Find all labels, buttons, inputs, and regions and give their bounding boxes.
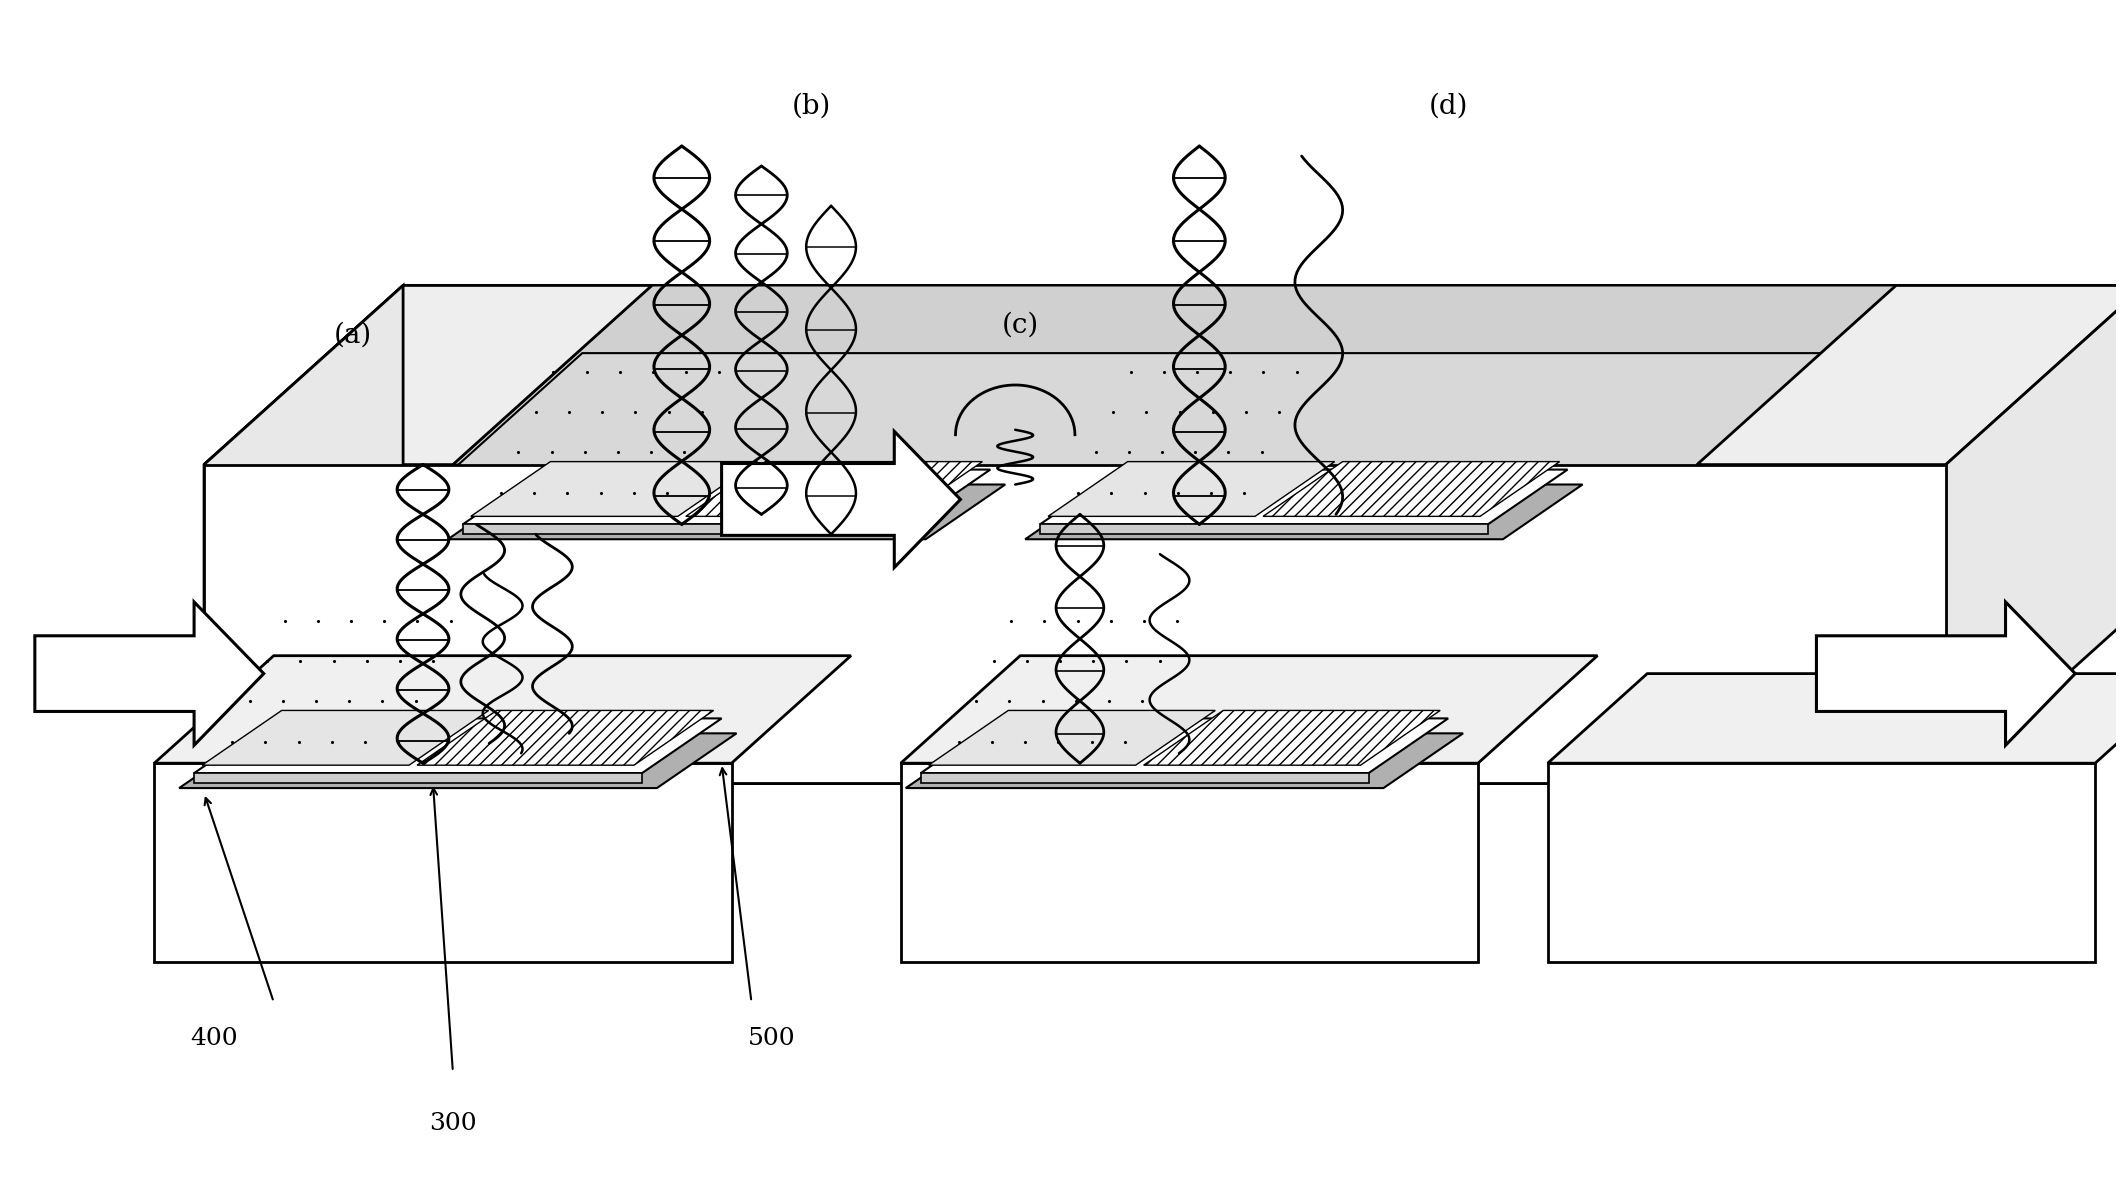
Polygon shape — [1945, 285, 2121, 783]
Polygon shape — [454, 285, 1896, 464]
Polygon shape — [462, 470, 991, 525]
Polygon shape — [1039, 470, 1567, 525]
Text: (c): (c) — [1001, 311, 1039, 339]
Polygon shape — [418, 710, 713, 765]
Polygon shape — [204, 285, 403, 783]
Text: (b): (b) — [791, 92, 831, 120]
Polygon shape — [1816, 601, 2074, 745]
Text: 500: 500 — [747, 1027, 795, 1050]
Polygon shape — [454, 353, 1826, 470]
Text: 400: 400 — [191, 1027, 238, 1050]
Polygon shape — [921, 719, 1449, 773]
Polygon shape — [1039, 525, 1489, 534]
Polygon shape — [155, 764, 732, 963]
Polygon shape — [901, 656, 1597, 764]
Polygon shape — [178, 733, 736, 789]
Polygon shape — [34, 601, 263, 745]
Polygon shape — [195, 773, 643, 783]
Polygon shape — [204, 285, 2121, 464]
Polygon shape — [1143, 710, 1440, 765]
Polygon shape — [1548, 674, 2121, 764]
Polygon shape — [195, 719, 721, 773]
Polygon shape — [1024, 484, 1582, 539]
Polygon shape — [1262, 462, 1559, 516]
Polygon shape — [929, 710, 1215, 765]
Polygon shape — [201, 710, 488, 765]
Text: 300: 300 — [428, 1112, 477, 1134]
Polygon shape — [1697, 285, 2121, 464]
Polygon shape — [901, 764, 1478, 963]
Polygon shape — [1048, 462, 1334, 516]
Polygon shape — [921, 773, 1368, 783]
Polygon shape — [155, 656, 851, 764]
Polygon shape — [204, 285, 651, 464]
Polygon shape — [471, 462, 757, 516]
Text: (d): (d) — [1427, 92, 1468, 120]
Polygon shape — [462, 525, 910, 534]
Polygon shape — [1548, 764, 2096, 963]
Polygon shape — [906, 733, 1463, 789]
Polygon shape — [721, 431, 961, 567]
Polygon shape — [204, 464, 1945, 783]
Polygon shape — [685, 462, 982, 516]
Polygon shape — [204, 464, 1945, 783]
Polygon shape — [448, 484, 1005, 539]
Text: (a): (a) — [335, 322, 373, 349]
